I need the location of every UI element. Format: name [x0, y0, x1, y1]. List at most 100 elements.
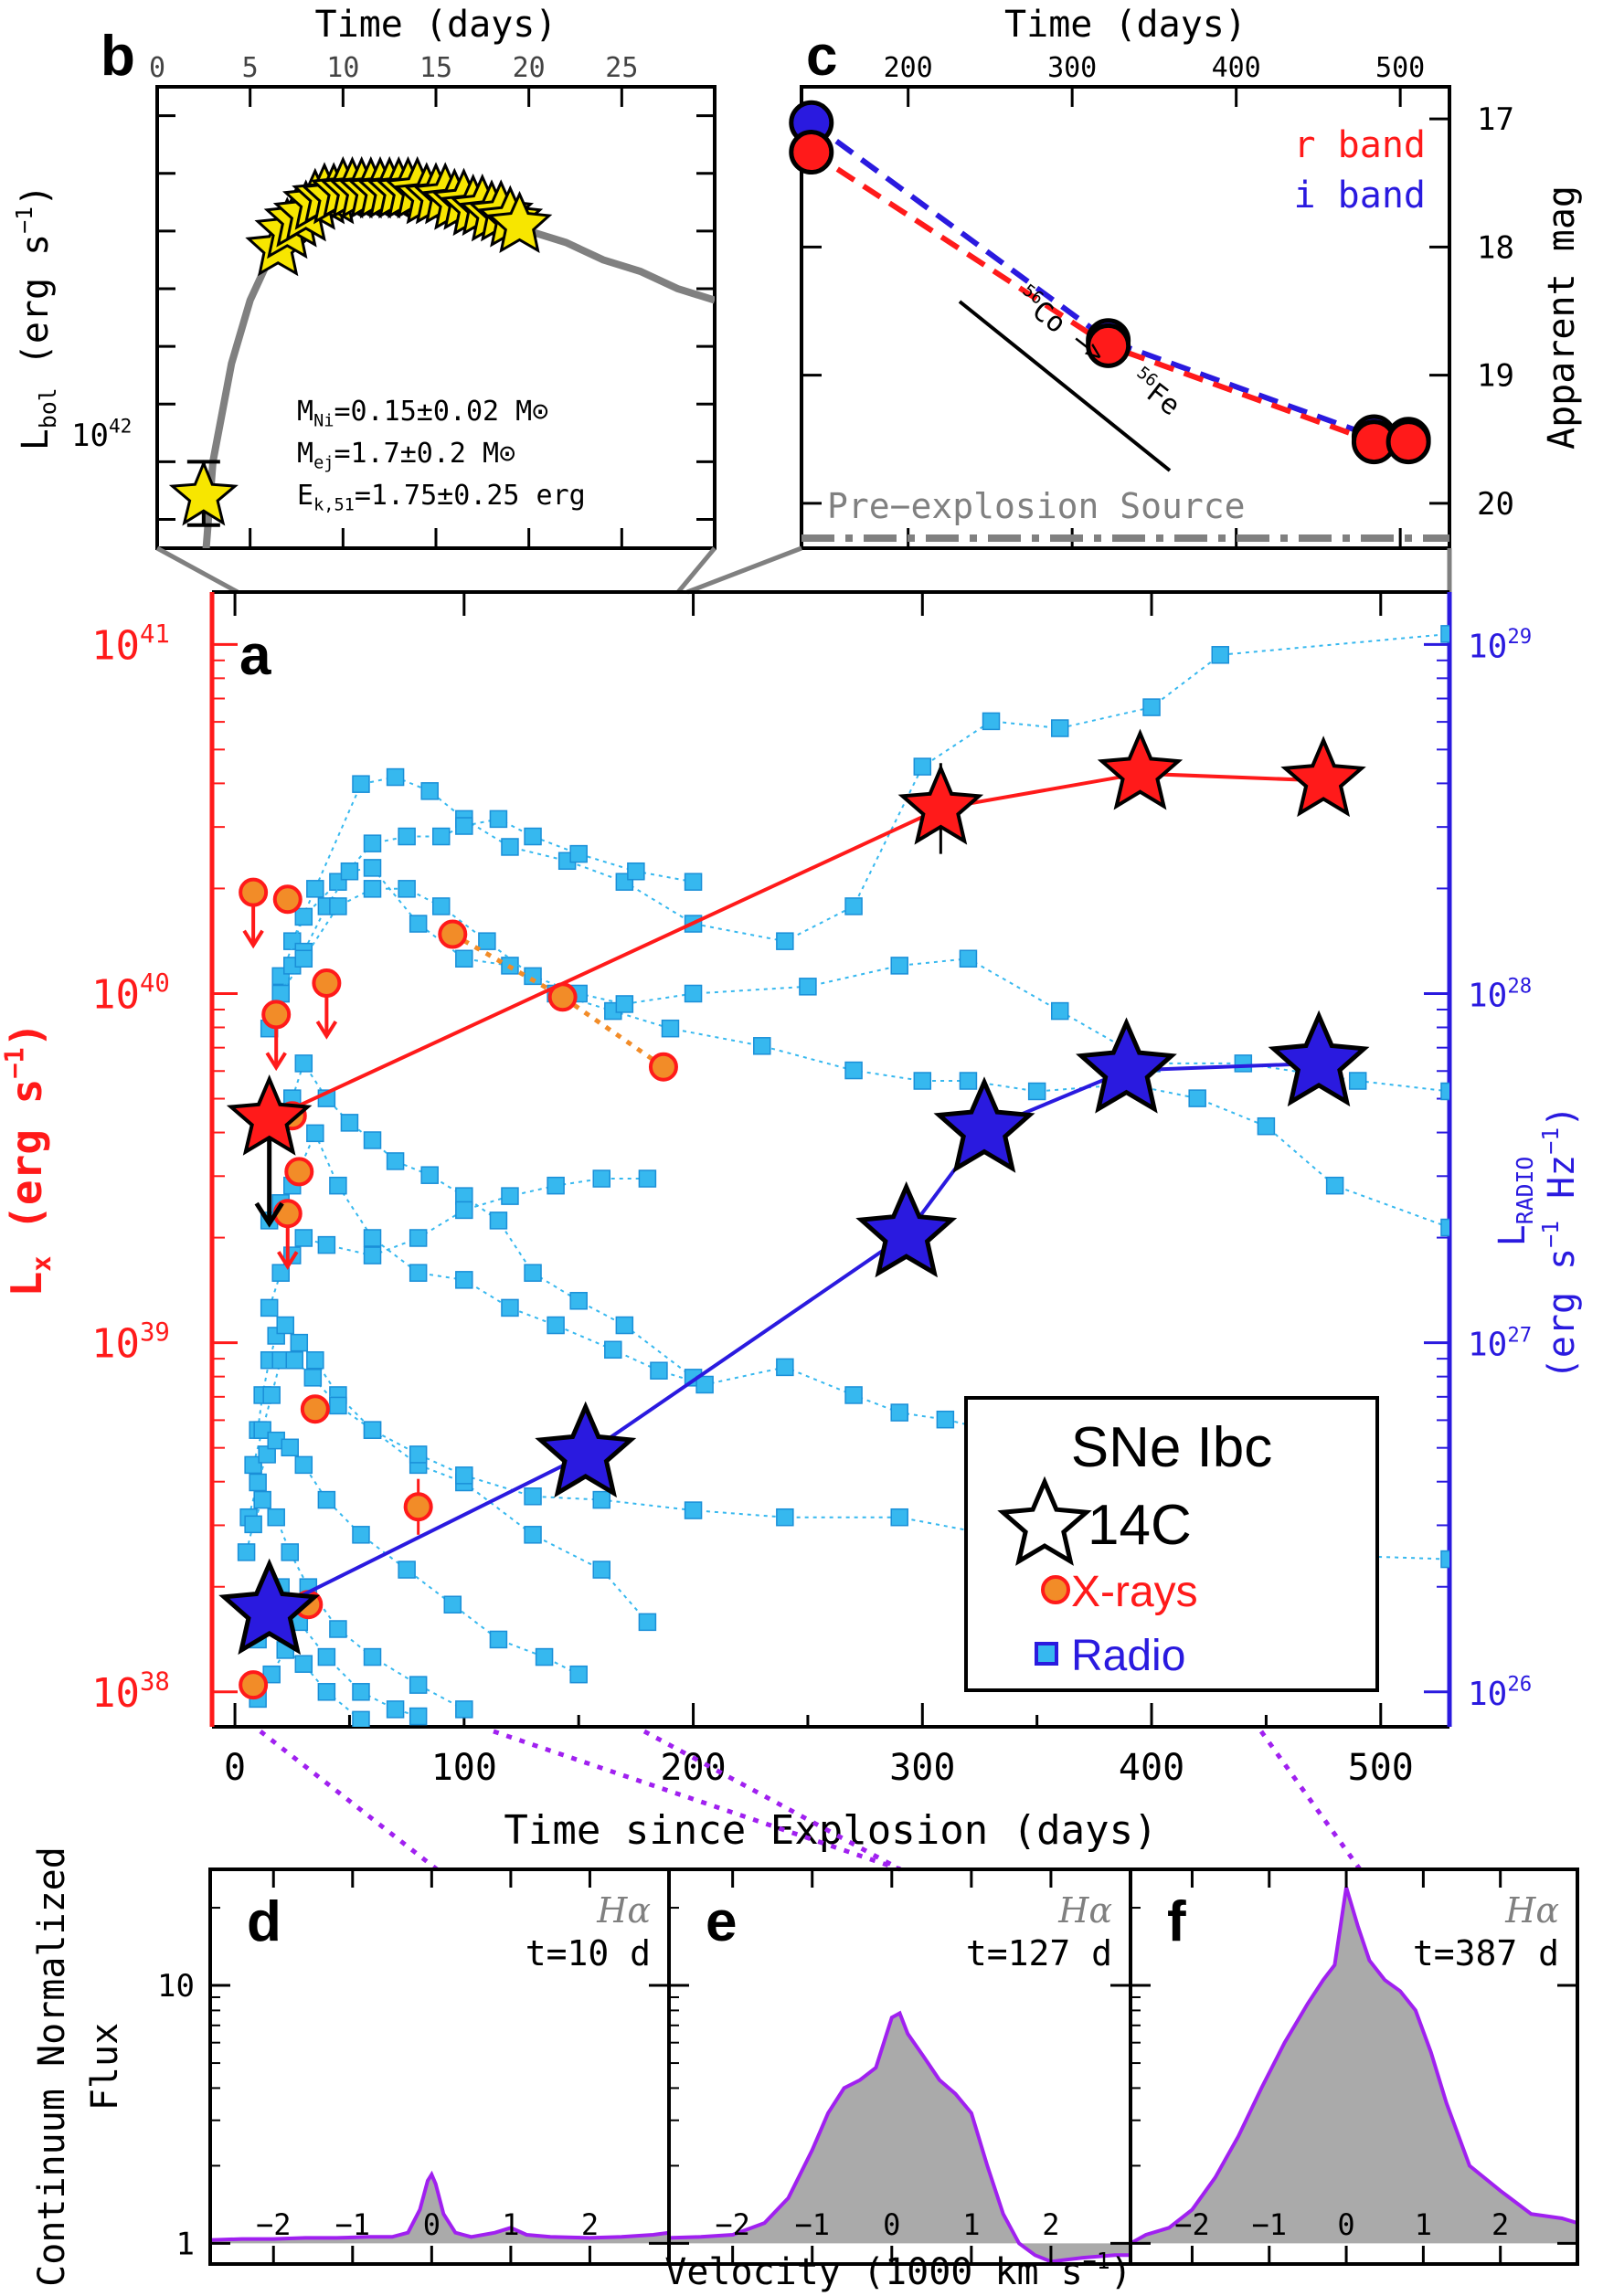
panel-a-ylabel-right-2: (erg s−1 Hz−1) [1537, 1106, 1583, 1381]
radio-point [913, 1072, 932, 1090]
panel-b-xtick-label: 5 [242, 52, 259, 84]
radio-point [409, 1445, 428, 1464]
xray-upper-limit-point [261, 1000, 292, 1030]
xray-14C-upper-limit-head [254, 1201, 284, 1228]
radio-point [592, 1169, 611, 1188]
radio-point [329, 1620, 347, 1638]
panel-c-xtick-label: 400 [1212, 52, 1261, 84]
panel-c-xtick-label: 500 [1375, 52, 1425, 84]
radio-point [959, 949, 978, 968]
radio-point [604, 1340, 622, 1360]
radio-point [455, 1271, 473, 1289]
radio-point [959, 1072, 978, 1090]
radio-14C-star [218, 1558, 321, 1656]
radio-point [455, 1201, 473, 1220]
zoom-connectors [155, 545, 1452, 595]
xray-point [239, 1670, 269, 1700]
radio-point [281, 1438, 300, 1457]
panel-b-xtick-label: 0 [149, 52, 165, 84]
panel-f-xtick-label: −2 [1174, 2207, 1210, 2242]
radio-point [684, 1501, 703, 1519]
panel-a-legend-14C: 14C [1088, 1494, 1192, 1557]
panel-b-label: b [101, 25, 135, 88]
radio-point [352, 1683, 370, 1701]
radio-14C-star [535, 1401, 637, 1498]
panel-a-ytick-left-label: 1039 [91, 1318, 170, 1367]
radio-point [569, 1665, 588, 1684]
connector-f [1258, 1730, 1363, 1871]
radio-point [936, 1410, 955, 1429]
radio-point [695, 1375, 714, 1394]
radio-point [409, 1264, 428, 1282]
radio-14C-star [855, 1180, 958, 1278]
panel-a-xtick-label: 0 [224, 1747, 246, 1789]
radio-point [329, 897, 347, 915]
xray-dotted-line [451, 932, 665, 1069]
panel-d-xtick-label: 0 [423, 2207, 441, 2242]
radio-point [386, 767, 405, 787]
radio-point [1142, 698, 1161, 716]
panel-a-xtick-label: 500 [1348, 1747, 1414, 1789]
radio-point [501, 1298, 519, 1317]
legend-radio-marker [1035, 1642, 1058, 1666]
radio-point [363, 1229, 382, 1247]
radio-point [1027, 1082, 1046, 1101]
panel-b-xtick-label: 10 [326, 52, 359, 84]
radio-point [306, 1350, 324, 1370]
radio-point [409, 1229, 428, 1247]
radio-point [569, 844, 588, 863]
radio-point [524, 827, 542, 846]
panel-d-profile-fill [210, 2174, 669, 2244]
radio-point [982, 712, 1001, 731]
connector-b-right [676, 546, 717, 594]
radio-point [329, 1396, 347, 1415]
radio-point [306, 1124, 324, 1143]
radio-point [524, 1487, 542, 1506]
radio-point [799, 978, 817, 996]
radio-point [592, 1561, 611, 1579]
panel-e-line-name: Hα [1057, 1890, 1112, 1931]
panel-a-label: a [239, 624, 271, 687]
radio-point [776, 1358, 794, 1377]
radio-track-line [245, 1497, 465, 1710]
radio-point [386, 1152, 405, 1170]
radio-point [1188, 1089, 1206, 1107]
radio-point [455, 1700, 473, 1719]
xray-point [300, 1394, 330, 1424]
radio-point [386, 1700, 405, 1719]
radio-point [363, 1647, 382, 1666]
radio-point [547, 1176, 565, 1195]
radio-point [1440, 1218, 1449, 1237]
radio-point [890, 1403, 908, 1422]
radio-point [455, 1466, 473, 1485]
radio-point [290, 1333, 309, 1352]
panel-c-decay-line [958, 300, 1172, 472]
radio-point [1440, 1082, 1449, 1101]
panel-d-profile-line [210, 2170, 669, 2242]
radio-point [237, 1543, 256, 1561]
panel-d-line-name: Hα [596, 1890, 651, 1931]
panel-f-plot [1131, 1887, 1577, 2246]
panel-a-ytick-left-label: 1038 [91, 1667, 170, 1716]
radio-point [1257, 1116, 1276, 1136]
radio-point [352, 1526, 370, 1544]
radio-track-line [291, 632, 1449, 943]
radio-point [303, 1369, 323, 1387]
panel-a-ytick-right-label: 1027 [1468, 1324, 1532, 1364]
radio-point [306, 880, 324, 898]
radio-point [398, 1561, 416, 1579]
panel-b-xtick-label: 20 [513, 52, 546, 84]
radio-point [1050, 1001, 1069, 1021]
radio-point [615, 995, 634, 1013]
xray-14C-line [268, 771, 1324, 1121]
radio-point [276, 1316, 294, 1335]
panel-c-ytick-label: 18 [1477, 229, 1514, 266]
panel-a-xtick-label: 200 [660, 1747, 726, 1789]
panel-c-pre-explosion-label: Pre−explosion Source [827, 486, 1246, 526]
radio-point [615, 1316, 634, 1335]
panel-c-xlabel: Time (days) [1004, 4, 1247, 46]
panel-d-label: d [247, 1890, 281, 1953]
radio-point [409, 915, 428, 933]
legend-14C-star [997, 1476, 1092, 1566]
panel-b-xtick-label: 15 [419, 52, 452, 84]
